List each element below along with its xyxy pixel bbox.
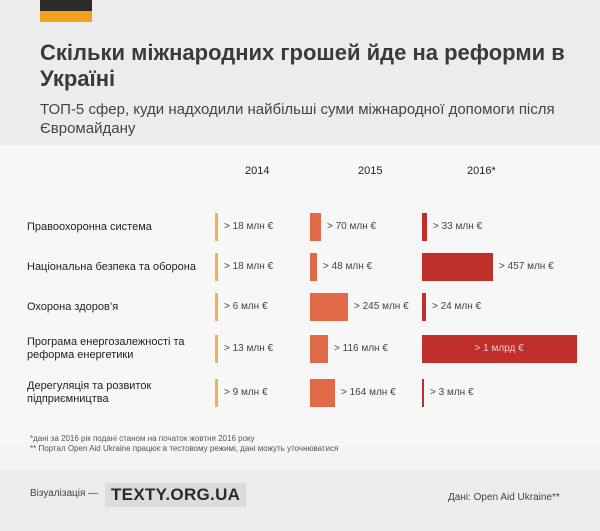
year-header-0: 2014	[245, 165, 270, 177]
footnote-2016: *дані за 2016 рік подані станом на почат…	[30, 434, 255, 443]
chart-area: 2014 2015 2016* Правоохоронна система Націон…	[0, 145, 600, 445]
header: Скільки міжнародних грошей йде на реформ…	[0, 0, 600, 145]
bar-0-2	[215, 293, 218, 321]
flag-logo	[40, 0, 92, 22]
value-label-0-0: > 18 млн €	[224, 221, 274, 232]
bar-2-3	[422, 335, 577, 363]
bar-0-0	[215, 213, 218, 241]
year-header-2: 2016*	[467, 165, 496, 177]
bar-0-3	[215, 335, 218, 363]
value-label-1-0: > 70 млн €	[327, 221, 377, 232]
chart-title: Скільки міжнародних грошей йде на реформ…	[40, 40, 565, 91]
category-label-0: Правоохоронна система	[27, 220, 152, 233]
value-label-2-4: > 3 млн €	[430, 387, 474, 398]
footnote-portal: ** Портал Open Aid Ukraine працює в тест…	[30, 444, 339, 453]
value-label-1-1: > 48 млн €	[323, 261, 373, 272]
visualization-label: Візуалізація —	[30, 488, 99, 499]
value-label-1-2: > 245 млн €	[354, 301, 409, 312]
value-label-2-1: > 457 млн €	[499, 261, 554, 272]
year-header-1: 2015	[358, 165, 383, 177]
value-label-2-0: > 33 млн €	[433, 221, 483, 232]
value-label-2-3: > 1 млрд €	[474, 343, 524, 354]
bar-1-2	[310, 293, 348, 321]
value-label-0-3: > 13 млн €	[224, 343, 274, 354]
footnotes: *дані за 2016 рік подані станом на почат…	[30, 434, 338, 454]
value-label-1-4: > 164 млн €	[341, 387, 396, 398]
bar-0-4	[215, 379, 218, 407]
bar-2-2	[422, 293, 426, 321]
value-label-0-2: > 6 млн €	[224, 301, 268, 312]
chart-subtitle: ТОП-5 сфер, куди надходили найбільші сум…	[40, 101, 555, 137]
data-source: Дані: Open Aid Ukraine**	[448, 492, 560, 503]
category-label-2: Охорона здоров’я	[27, 300, 119, 313]
texty-logo[interactable]: TEXTY.ORG.UA	[105, 483, 247, 507]
bar-1-4	[310, 379, 335, 407]
bar-1-3	[310, 335, 328, 363]
bar-2-4	[422, 379, 424, 407]
category-label-4: Дерегуляція та розвиток підприємництва	[27, 380, 152, 405]
bar-1-1	[310, 253, 317, 281]
value-label-0-4: > 9 млн €	[224, 387, 268, 398]
value-label-1-3: > 116 млн €	[334, 343, 388, 354]
value-label-2-2: > 24 млн €	[432, 301, 482, 312]
value-label-0-1: > 18 млн €	[224, 261, 274, 272]
category-label-1: Національна безпека та оборона	[27, 260, 196, 273]
bar-1-0	[310, 213, 321, 241]
category-label-3: Програма енергозалежності та реформа енер…	[27, 336, 185, 361]
bar-2-0	[422, 213, 427, 241]
footer: Візуалізація — TEXTY.ORG.UA Дані: Open A…	[0, 470, 600, 531]
bar-0-1	[215, 253, 218, 281]
bar-2-1	[422, 253, 493, 281]
